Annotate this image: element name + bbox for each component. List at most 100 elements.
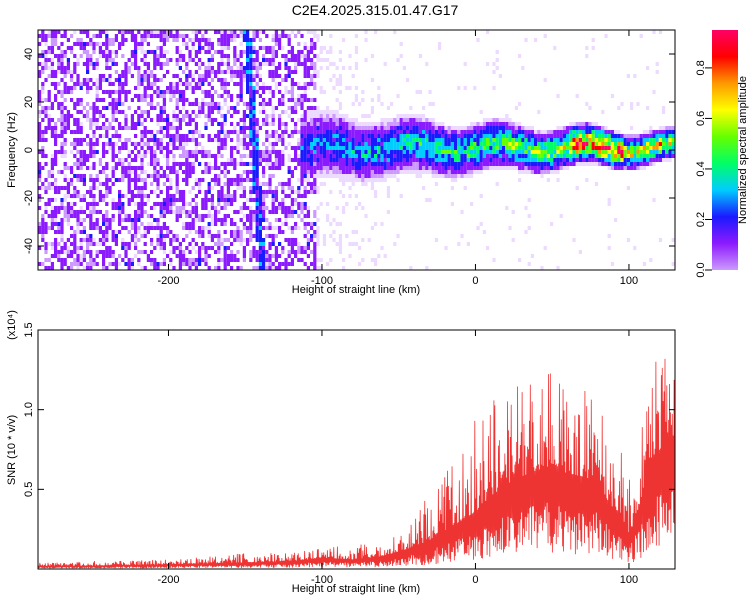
spectrogram-cell bbox=[111, 250, 115, 254]
spectrogram-cell bbox=[319, 58, 323, 62]
spectrogram-cell bbox=[351, 162, 355, 166]
spectrogram-cell bbox=[514, 122, 518, 126]
spectrogram-cell bbox=[156, 58, 160, 62]
spectrogram-cell bbox=[146, 50, 150, 54]
spectrogram-cell bbox=[614, 158, 618, 162]
spectrogram-cell bbox=[38, 42, 42, 46]
spectrogram-cell bbox=[521, 138, 525, 142]
spectrogram-cell bbox=[607, 130, 611, 134]
spectrogram-cell bbox=[105, 38, 109, 42]
spectrogram-cell bbox=[159, 106, 163, 110]
spectrogram-cell bbox=[57, 254, 61, 258]
spectrogram-cell bbox=[377, 174, 381, 178]
spectrogram-cell bbox=[121, 258, 125, 262]
spectrogram-cell bbox=[255, 266, 259, 270]
spectrogram-cell bbox=[418, 146, 422, 150]
spectrogram-cell bbox=[172, 34, 176, 38]
spectrogram-cell bbox=[303, 118, 307, 122]
spectrogram-cell bbox=[559, 158, 563, 162]
spectrogram-cell bbox=[294, 146, 298, 150]
spectrogram-cell bbox=[76, 102, 80, 106]
spectrogram-cell bbox=[402, 134, 406, 138]
spectrogram-cell bbox=[313, 134, 317, 138]
spectrogram-cell bbox=[38, 150, 42, 154]
spectrogram-cell bbox=[274, 210, 278, 214]
spectrogram-cell bbox=[156, 26, 159, 30]
spectrogram-cell bbox=[518, 166, 522, 170]
spectrogram-cell bbox=[153, 266, 157, 270]
spectrogram-cell bbox=[415, 114, 419, 118]
spectrogram-cell bbox=[441, 174, 445, 178]
spectrogram-cell bbox=[530, 154, 534, 158]
spectrogram-cell bbox=[591, 150, 595, 154]
spectrogram-cell bbox=[482, 118, 486, 122]
spectrogram-cell bbox=[297, 142, 301, 146]
spectrogram-cell bbox=[207, 134, 211, 138]
spectrogram-cell bbox=[412, 146, 416, 150]
spectrogram-cell bbox=[188, 70, 192, 74]
spectrogram-cell bbox=[438, 146, 442, 150]
spectrogram-cell bbox=[73, 154, 77, 158]
spectrogram-cell bbox=[246, 34, 250, 38]
spectrogram-cell bbox=[89, 202, 93, 206]
spectrogram-cell bbox=[207, 246, 211, 250]
spectrogram-cell bbox=[546, 166, 550, 170]
spectrogram-cell bbox=[601, 154, 605, 158]
spectrogram-cell bbox=[246, 38, 250, 42]
spectrogram-cell bbox=[108, 126, 112, 130]
spectrogram-cell bbox=[470, 126, 474, 130]
spectrogram-cell bbox=[466, 142, 470, 146]
spectrogram-cell bbox=[345, 142, 349, 146]
spectrogram-cell bbox=[166, 70, 170, 74]
spectrogram-cell bbox=[262, 158, 266, 162]
spectrogram-cell bbox=[604, 162, 608, 166]
spectrogram-cell bbox=[354, 94, 358, 98]
spectrogram-cell bbox=[70, 234, 74, 238]
spectrogram-cell bbox=[220, 70, 224, 74]
spectrogram-cell bbox=[82, 138, 86, 142]
spectrogram-cell bbox=[521, 166, 525, 170]
spectrogram-cell bbox=[44, 206, 48, 210]
spectrogram-cell bbox=[348, 134, 352, 138]
spectrogram-cell bbox=[329, 78, 333, 82]
spectrogram-cell bbox=[354, 126, 358, 130]
spectrogram-cell bbox=[121, 202, 125, 206]
spectrogram-cell bbox=[290, 242, 294, 246]
spectrogram-cell bbox=[124, 242, 128, 246]
spectrogram-cell bbox=[598, 138, 602, 142]
spectrogram-cell bbox=[463, 138, 467, 142]
spectrogram-cell bbox=[159, 174, 163, 178]
spectrogram-cell bbox=[329, 62, 333, 66]
spectrogram-cell bbox=[358, 178, 362, 182]
spectrogram-cell bbox=[95, 122, 99, 126]
spectrogram-cell bbox=[351, 102, 355, 106]
spectrogram-cell bbox=[57, 258, 61, 262]
spectrogram-cell bbox=[79, 38, 83, 42]
spectrogram-cell bbox=[111, 42, 115, 46]
spectrogram-cell bbox=[476, 130, 480, 134]
spectrogram-cell bbox=[95, 90, 99, 94]
spectrogram-cell bbox=[198, 110, 202, 114]
spectrogram-cell bbox=[82, 114, 86, 118]
spectrogram-cell bbox=[89, 254, 93, 258]
spectrogram-cell bbox=[140, 154, 144, 158]
spectrogram-cell bbox=[361, 238, 365, 242]
spectrogram-cell bbox=[44, 62, 48, 66]
spectrogram-cell bbox=[124, 30, 128, 34]
spectrogram-cell bbox=[98, 162, 102, 166]
spectrogram-cell bbox=[585, 142, 589, 146]
spectrogram-cell bbox=[313, 266, 317, 270]
spectrogram-cell bbox=[114, 266, 118, 270]
spectrogram-cell bbox=[66, 218, 70, 222]
spectrogram-cell bbox=[274, 218, 278, 222]
spectrogram-cell bbox=[198, 150, 202, 154]
spectrogram-cell bbox=[201, 110, 205, 114]
spectrogram-cell bbox=[370, 142, 374, 146]
spectrogram-cell bbox=[60, 62, 64, 66]
spectrogram-cell bbox=[230, 234, 234, 238]
spectrogram-cell bbox=[514, 130, 518, 134]
spectrogram-cell bbox=[502, 130, 506, 134]
spectrogram-cell bbox=[188, 222, 192, 226]
spectrogram-cell bbox=[185, 26, 188, 30]
spectrogram-cell bbox=[258, 74, 262, 78]
